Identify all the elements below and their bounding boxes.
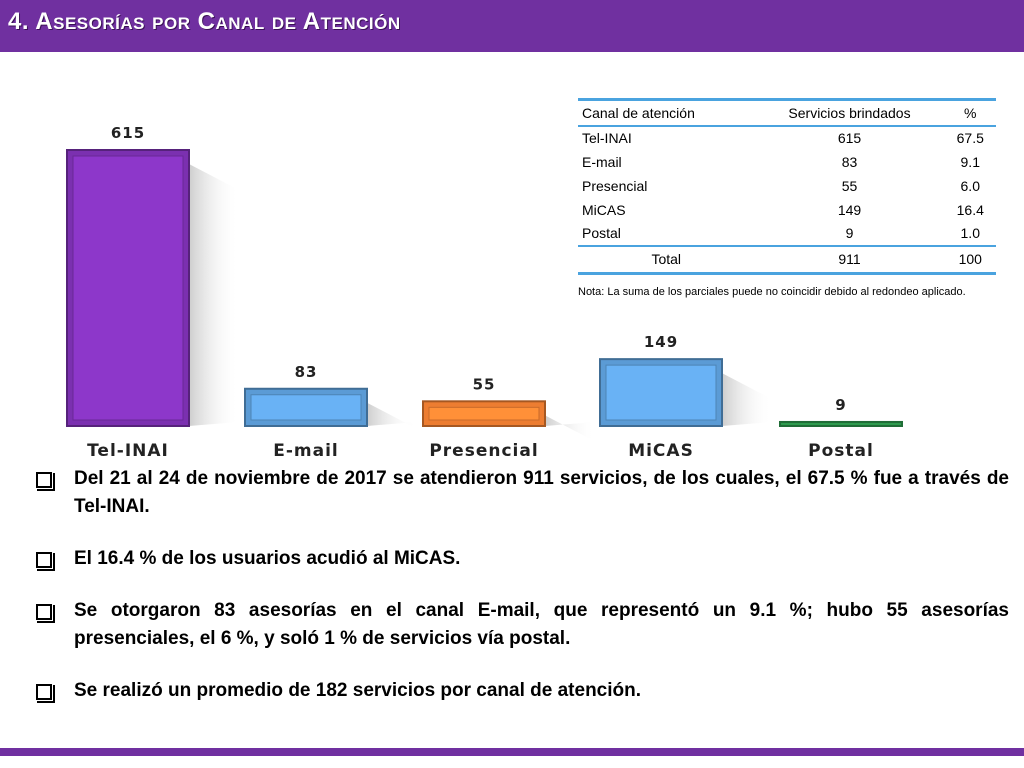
column-header: Canal de atención [582,104,695,121]
bullet-item: El 16.4 % de los usuarios acudió al MiCA… [34,545,1009,573]
table-cell: 55 [841,177,858,194]
bullet-item: Del 21 al 24 de noviembre de 2017 se ate… [34,465,1009,521]
bar-bevel [428,406,540,421]
bar-bevel [250,394,362,421]
table-row: Postal 9 1.0 [578,222,996,246]
column-header: % [964,104,977,121]
category-label: MiCAS [628,441,694,461]
bar-shadow [545,415,595,442]
table-cell: 16.4 [956,201,984,218]
category-label: Tel-INAI [87,441,169,461]
table-cell: 615 [837,130,862,146]
total-percent: 100 [958,251,982,268]
data-label: 9 [835,396,846,414]
bottom-bar [0,748,1024,756]
table-cell: Postal [582,225,621,241]
table-cell: Tel-INAI [582,130,632,146]
data-table: Canal de atención Servicios brindados % … [578,98,996,275]
category-label: Postal [808,441,874,461]
bar-postal [779,420,903,427]
checkbox-bullet-icon [36,472,55,491]
table-row: Tel-INAI 615 67.5 [578,126,996,150]
bullet-item: Se otorgaron 83 asesorías en el canal E-… [34,597,1009,653]
table-row: E-mail 83 9.1 [578,150,996,174]
bar-bevel [605,364,717,421]
data-label: 83 [295,363,318,381]
table-header-row: Canal de atención Servicios brindados % [578,99,996,126]
title-bar: 4. Asesorías por Canal de Atención [0,0,1024,52]
total-services: 911 [838,251,861,268]
table-row: Presencial 55 6.0 [578,174,996,198]
slide-title: 4. Asesorías por Canal de Atención [8,8,401,35]
table-cell: 67.5 [956,130,984,146]
bullet-text: Se realizó un promedio de 182 servicios … [74,680,642,701]
table-cell: E-mail [582,153,622,170]
table-cell: 9.1 [960,153,980,170]
bullet-text: Se otorgaron 83 asesorías en el canal E-… [74,600,1009,649]
table-row: MiCAS 149 16.4 [578,198,996,222]
bullet-text: Del 21 al 24 de noviembre de 2017 se ate… [74,468,1009,517]
column-header: Servicios brindados [788,104,911,121]
bar-chart: 615 Tel-INAI 83 E-mail 55 Presencial 149 MiCAS 9… [66,124,903,461]
data-label: 55 [473,375,496,393]
checkbox-bullet-icon [36,552,55,571]
bullet-text: El 16.4 % de los usuarios acudió al MiCA… [74,548,461,569]
table-cell: 83 [841,153,858,170]
bullet-item: Se realizó un promedio de 182 servicios … [34,677,1009,705]
category-label: E-mail [273,441,339,461]
checkbox-bullet-icon [36,684,55,703]
category-label: Presencial [429,441,538,461]
table-total-row: Total 911 100 [578,245,996,274]
total-label: Total [651,251,682,268]
table-cell: MiCAS [582,201,626,218]
table-cell: 1.0 [960,225,980,241]
table-cell: 9 [845,225,854,241]
bar-shadow [722,373,772,426]
bar-bevel [72,155,184,421]
checkbox-bullet-icon [36,604,55,623]
bullet-list: Del 21 al 24 de noviembre de 2017 se ate… [34,465,1009,705]
data-label: 149 [644,333,678,351]
data-label: 615 [111,124,145,142]
table-cell: Presencial [582,177,648,194]
table-note: Nota: La suma de los parciales puede no … [578,286,966,298]
table-cell: 6.0 [960,177,980,194]
table-cell: 149 [837,201,862,218]
bar-shadow [367,402,417,429]
bar-shadow [189,164,239,426]
